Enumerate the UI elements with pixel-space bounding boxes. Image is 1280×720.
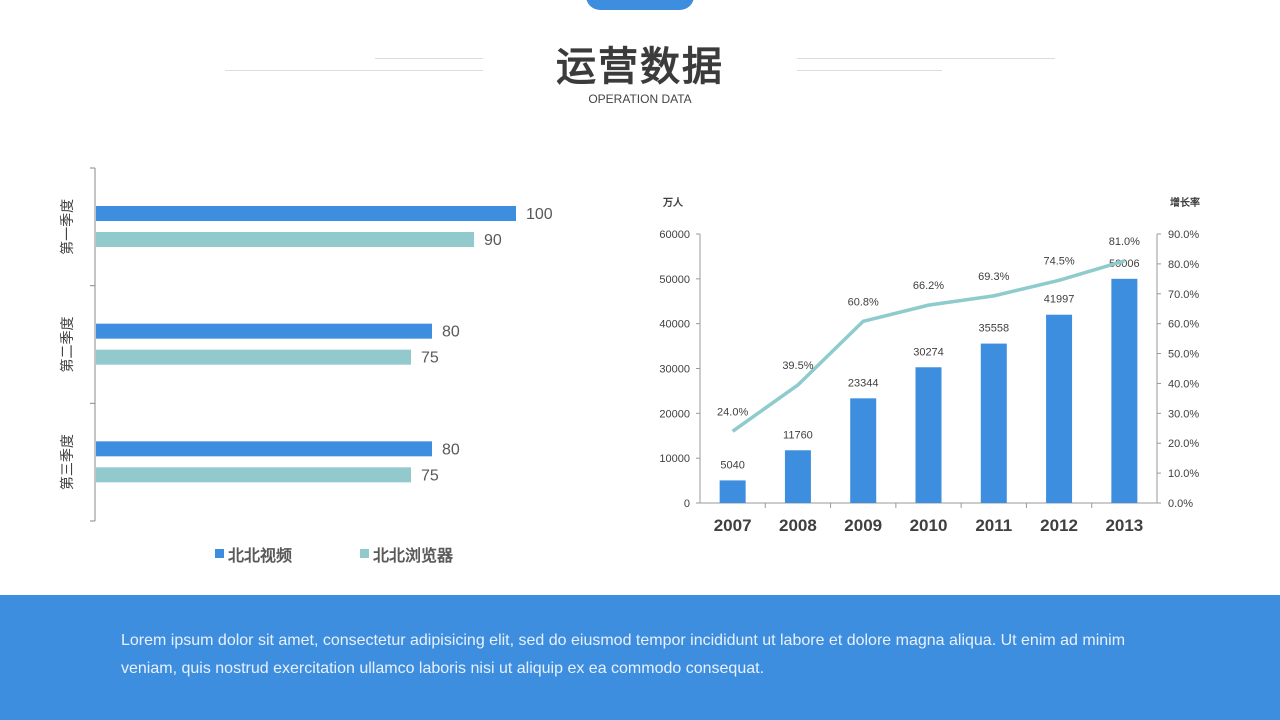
page-subtitle: OPERATION DATA [588,92,692,106]
x-tick-label: 2011 [975,516,1012,535]
footer-band [0,595,1280,720]
bar-value-label: 80 [442,324,460,341]
legend-swatch [215,549,224,558]
bar-value-label: 75 [421,467,439,484]
bar-data-label: 23344 [848,377,879,389]
bar-data-label: 30274 [913,346,944,358]
line-data-label: 81.0% [1109,236,1140,248]
x-tick-label: 2008 [779,516,817,535]
right-y-tick-label: 30.0% [1168,408,1199,420]
x-tick-label: 2007 [714,516,752,535]
bar [850,398,877,503]
bar-value-label: 100 [526,206,553,223]
title-deco-line-left-upper [375,58,483,59]
footer-text: Lorem ipsum dolor sit amet, consectetur … [121,632,1126,677]
bar-value-label: 80 [442,441,460,458]
x-tick-label: 2013 [1105,516,1143,535]
top-tab-decoration [586,0,694,10]
bar-data-label: 11760 [783,429,813,441]
right-y-tick-label: 20.0% [1168,438,1199,450]
bar [1046,314,1073,503]
x-tick-label: 2012 [1040,516,1078,535]
right-y-tick-label: 10.0% [1168,468,1199,480]
line-data-label: 39.5% [782,360,813,372]
title-deco-line-left-lower [225,70,483,71]
left-y-tick-label: 60000 [659,229,690,241]
category-label: 第三季度 [59,434,76,490]
right-y-tick-label: 70.0% [1168,289,1199,301]
line-data-label: 24.0% [717,406,748,418]
bar-data-label: 41997 [1044,294,1075,306]
line-data-label: 66.2% [913,280,944,292]
bar-data-label: 35558 [978,323,1009,335]
left-y-tick-label: 40000 [659,319,690,331]
line-data-label: 69.3% [978,271,1009,283]
bar-data-label: 50006 [1109,258,1140,270]
left-y-tick-label: 30000 [659,364,690,376]
bar-value-label: 75 [421,350,439,367]
bar-value-label: 90 [484,232,502,249]
bar [980,343,1007,503]
right-y-tick-label: 40.0% [1168,378,1199,390]
bar-data-label: 5040 [720,459,744,471]
bar [1111,278,1138,503]
bar-series1 [96,441,432,457]
legend-label: 北北浏览器 [373,546,454,565]
legend-swatch [360,549,369,558]
bar [784,450,811,503]
category-label: 第二季度 [59,317,76,373]
bar-series1 [96,206,516,221]
right-y-tick-label: 0.0% [1168,498,1193,510]
left-y-tick-label: 20000 [659,408,690,420]
left-y-tick-label: 50000 [659,274,690,286]
right-y-tick-label: 80.0% [1168,259,1199,271]
right-y-axis-title: 增长率 [1170,196,1200,209]
title-deco-line-right-upper [797,58,1055,59]
x-tick-label: 2009 [844,516,882,535]
bar-series2 [96,467,411,483]
page-title: 运营数据 [556,44,724,90]
left-y-tick-label: 10000 [659,453,690,465]
bar [915,367,942,503]
bar-series2 [96,349,411,365]
right-y-tick-label: 60.0% [1168,319,1199,331]
x-tick-label: 2010 [910,516,948,535]
bar-series1 [96,323,432,339]
category-label: 第一季度 [59,199,76,255]
right-y-tick-label: 90.0% [1168,229,1199,241]
right-y-tick-label: 50.0% [1168,349,1199,361]
line-data-label: 74.5% [1043,255,1074,267]
left-y-tick-label: 0 [684,498,690,510]
bar-series2 [96,232,474,247]
left-y-axis-title: 万人 [662,196,684,209]
legend-label: 北北视频 [228,546,292,565]
line-data-label: 60.8% [848,296,879,308]
bar [719,480,746,503]
growth-rate-line [731,259,1125,433]
title-deco-line-right-lower [797,70,942,71]
